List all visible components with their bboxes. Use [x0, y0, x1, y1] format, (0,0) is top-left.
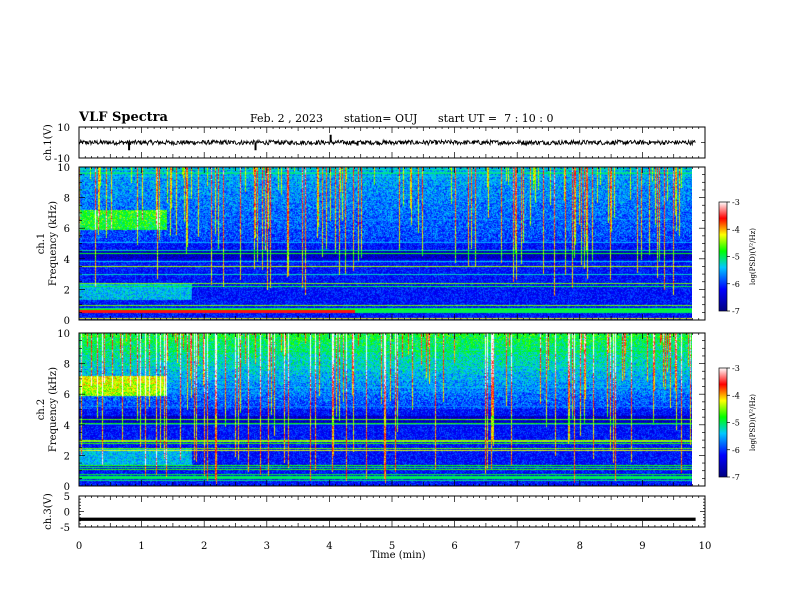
ch1-ytick-label: 8	[64, 194, 70, 205]
ch2-ytick-label: 2	[64, 451, 70, 462]
ch1-ytick-label: 4	[64, 255, 70, 266]
ch3-ytick-label: -5	[60, 523, 70, 534]
ch2-ytick-label: 4	[64, 421, 70, 432]
ch2-ytick-label: 6	[64, 390, 70, 401]
colorbar-label: log(PSD)(V²/Hz)	[749, 394, 757, 451]
ch1-ytick-label: 0	[64, 316, 70, 327]
x-tick-label: 8	[577, 541, 583, 552]
x-tick-label: 9	[639, 541, 645, 552]
colorbar-2	[718, 367, 728, 478]
x-tick-label: 4	[326, 541, 332, 552]
station-label: station= OUJ	[344, 112, 418, 125]
colorbar-tick-label: -6	[732, 280, 740, 289]
x-tick-label: 5	[389, 541, 395, 552]
x-tick-label: 0	[76, 541, 82, 552]
colorbar-tick-label: -5	[732, 253, 740, 262]
ch1-ylabel: ch.1	[36, 233, 47, 255]
ch2-ytick-label: 0	[64, 482, 70, 493]
ch3-ylabel: ch.3(V)	[43, 493, 54, 530]
x-tick-label: 3	[264, 541, 270, 552]
x-tick-label: 2	[201, 541, 207, 552]
x-tick-label: 6	[451, 541, 457, 552]
colorbar-tick-label: -7	[732, 307, 740, 316]
ch1-ytick-label: 2	[64, 285, 70, 296]
ch1-ytick-label: -10	[54, 154, 70, 165]
panel-frame-4	[78, 495, 706, 528]
colorbar-tick-label: -3	[732, 364, 740, 373]
x-tick-label: 10	[699, 541, 712, 552]
date-label: Feb. 2 , 2023	[250, 112, 324, 125]
ch3-ytick-label: 5	[64, 492, 70, 503]
colorbar-tick-label: -5	[732, 419, 740, 428]
ch2-ylabel: ch.2	[36, 399, 47, 421]
colorbar-label: log(PSD)(V²/Hz)	[749, 228, 757, 285]
panel-frame-1	[78, 126, 706, 159]
colorbar-tick-label: -4	[732, 391, 740, 400]
ch1-ytick-label: 10	[57, 163, 70, 174]
start-time-label: start UT = 7 : 10 : 0	[438, 112, 554, 125]
x-axis-label: Time (min)	[370, 550, 425, 561]
ch1-ylabel: ch.1(V)	[43, 124, 54, 161]
ch1-ytick-label: 6	[64, 224, 70, 235]
x-tick-label: 7	[514, 541, 520, 552]
ch1-ytick-label: 10	[57, 123, 70, 134]
figure-title: VLF Spectra	[79, 110, 168, 125]
colorbar-tick-label: -6	[732, 446, 740, 455]
ch2-ytick-label: 10	[57, 329, 70, 340]
colorbar-tick-label: -3	[732, 198, 740, 207]
colorbar-tick-label: -7	[732, 473, 740, 482]
colorbar-tick-label: -4	[732, 225, 740, 234]
ch1-waveform-line	[78, 138, 696, 147]
ch1-spectrogram-image	[79, 167, 692, 320]
x-tick-label: 1	[138, 541, 144, 552]
ch2-ytick-label: 8	[64, 360, 70, 371]
ch2-spectrogram-image	[79, 333, 692, 486]
ch3-ytick-label: 0	[64, 508, 70, 519]
colorbar-1	[718, 201, 728, 312]
ch1-ylabel-units: Frequency (kHz)	[48, 201, 59, 286]
ch2-ylabel-units: Frequency (kHz)	[48, 367, 59, 452]
